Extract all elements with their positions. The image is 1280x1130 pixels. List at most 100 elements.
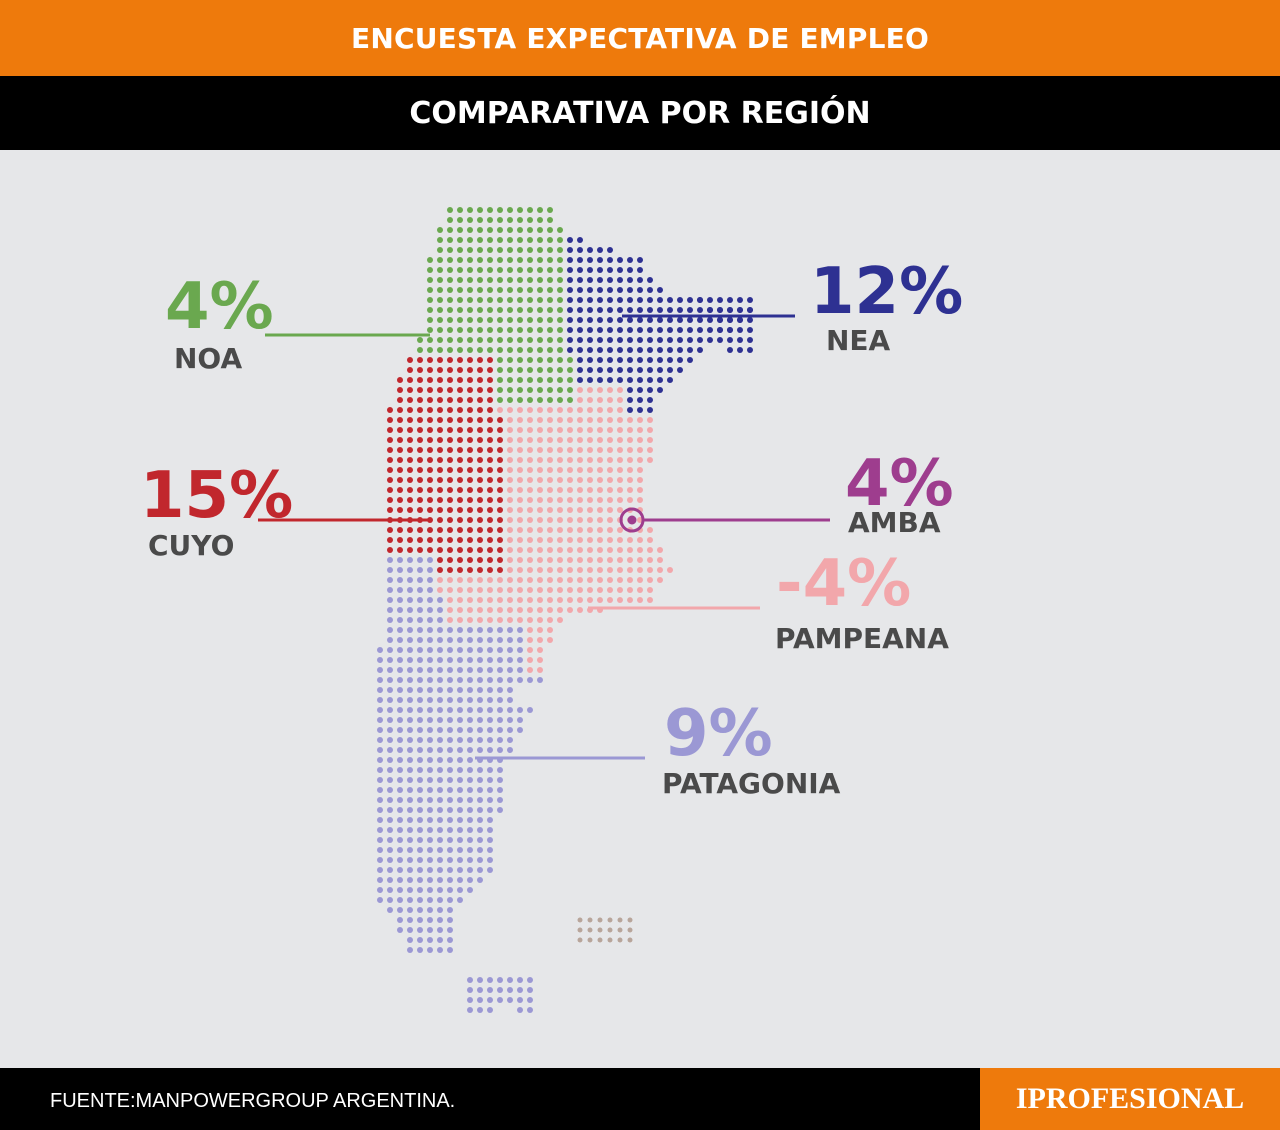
map-dot-patagonia [437, 947, 443, 953]
noa-name: NOA [174, 342, 242, 375]
map-dot-noa [447, 337, 453, 343]
map-dot-cuyo [487, 357, 493, 363]
map-dot-pampeana [577, 587, 583, 593]
map-dot-noa [497, 377, 503, 383]
map-dot-cuyo [417, 467, 423, 473]
map-dot-cuyo [497, 527, 503, 533]
map-dot-noa [497, 337, 503, 343]
map-dot-pampeana [607, 387, 613, 393]
map-dot-noa [517, 267, 523, 273]
map-dot-noa [447, 237, 453, 243]
map-dot-nea [727, 317, 733, 323]
map-dot-cuyo [457, 377, 463, 383]
map-dot-pampeana [547, 497, 553, 503]
map-dot-cuyo [387, 457, 393, 463]
map-dot-pampeana [517, 537, 523, 543]
map-dot-noa [477, 317, 483, 323]
map-dot-pampeana [517, 517, 523, 523]
map-dot-patagonia [487, 977, 493, 983]
map-dot-pampeana [577, 467, 583, 473]
map-dot-cuyo [447, 467, 453, 473]
map-dot-cuyo [487, 567, 493, 573]
map-dot-pampeana [657, 547, 663, 553]
map-dot-noa [537, 357, 543, 363]
map-dot-pampeana [577, 427, 583, 433]
map-dot-patagonia [427, 597, 433, 603]
map-dot-patagonia [507, 657, 513, 663]
map-dot-patagonia [387, 867, 393, 873]
map-dot-patagonia [497, 997, 503, 1003]
map-dot-pampeana [567, 457, 573, 463]
map-dot-cuyo [467, 527, 473, 533]
map-dot-pampeana [537, 657, 543, 663]
map-dot-patagonia [467, 747, 473, 753]
map-dot-pampeana [557, 417, 563, 423]
map-dot-pampeana [547, 477, 553, 483]
map-dot-pampeana [607, 557, 613, 563]
map-dot-nea [737, 337, 743, 343]
map-dot-nea [657, 347, 663, 353]
map-dot-nea [617, 257, 623, 263]
map-dot-pampeana [617, 597, 623, 603]
map-dot-noa [477, 207, 483, 213]
map-dot-noa [477, 227, 483, 233]
map-dot-cuyo [387, 507, 393, 513]
map-dot-pampeana [637, 487, 643, 493]
map-dot-nea [587, 287, 593, 293]
map-dot-patagonia [407, 687, 413, 693]
map-dot-patagonia [457, 717, 463, 723]
map-dot-noa [497, 247, 503, 253]
map-dot-pampeana [617, 397, 623, 403]
map-dot-cuyo [387, 477, 393, 483]
map-dot-pampeana [577, 417, 583, 423]
map-dot-cuyo [437, 377, 443, 383]
map-dot-pampeana [537, 457, 543, 463]
map-dot-pampeana [517, 407, 523, 413]
map-dot-noa [467, 217, 473, 223]
map-dot-nea [577, 337, 583, 343]
map-dot-noa [507, 357, 513, 363]
map-dot-cuyo [467, 427, 473, 433]
map-dot-noa [417, 337, 423, 343]
map-dot-noa [537, 267, 543, 273]
map-dot-noa [527, 287, 533, 293]
map-dot-patagonia [497, 807, 503, 813]
map-dot-nea [747, 347, 753, 353]
map-dot-cuyo [477, 557, 483, 563]
map-dot-noa [477, 217, 483, 223]
map-dot-cuyo [487, 477, 493, 483]
map-dot-cuyo [407, 537, 413, 543]
map-dot-nea [707, 297, 713, 303]
map-dot-cuyo [427, 357, 433, 363]
map-dot-noa [437, 317, 443, 323]
map-dot-pampeana [587, 457, 593, 463]
map-dot-nea [667, 347, 673, 353]
map-dot-pampeana [507, 607, 513, 613]
map-dot-nea [627, 367, 633, 373]
map-dot-patagonia [497, 767, 503, 773]
map-dot-patagonia [497, 687, 503, 693]
map-dot-pampeana [607, 577, 613, 583]
map-dot-cuyo [487, 377, 493, 383]
map-dot-nea [607, 257, 613, 263]
map-dot-noa [437, 257, 443, 263]
map-dot-pampeana [597, 517, 603, 523]
map-dot-noa [557, 267, 563, 273]
map-dot-pampeana [627, 427, 633, 433]
map-dot-patagonia [477, 777, 483, 783]
map-dot-cuyo [417, 417, 423, 423]
map-dot-cuyo [477, 497, 483, 503]
map-dot-patagonia [457, 707, 463, 713]
map-dot-nea [567, 327, 573, 333]
map-dot-cuyo [477, 487, 483, 493]
map-dot-patagonia [387, 667, 393, 673]
map-dot-nea [567, 277, 573, 283]
map-dot-cuyo [417, 357, 423, 363]
map-dot-nea [607, 247, 613, 253]
map-dot-cuyo [407, 417, 413, 423]
map-dot-nea [567, 287, 573, 293]
map-dot-pampeana [507, 497, 513, 503]
map-dot-pampeana [637, 477, 643, 483]
map-dot-cuyo [447, 417, 453, 423]
map-dot-patagonia [387, 697, 393, 703]
